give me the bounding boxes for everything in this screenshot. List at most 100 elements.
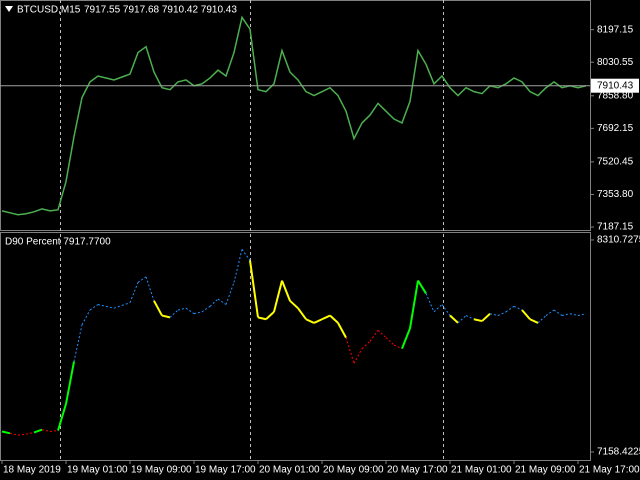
indicator-segment (73, 324, 83, 362)
indicator-segment (273, 280, 283, 313)
indicator-segment (513, 305, 523, 311)
indicator-segment (473, 318, 483, 323)
last-price-label: 7910.43 (597, 80, 634, 91)
indicator-segment (297, 307, 307, 320)
indicator-segment (385, 337, 395, 346)
indicator-segment (329, 314, 339, 324)
indicator-segment (425, 293, 435, 313)
x-tick-label: 19 May 17:00 (195, 465, 256, 476)
indicator-segment (393, 344, 403, 350)
indicator-segment (161, 314, 171, 319)
indicator-segment (97, 304, 107, 307)
price-line (1, 15, 587, 216)
y-tick-label: 8030.55 (597, 57, 634, 68)
indicator-segment (489, 313, 499, 317)
y-tick-label: 8310.7275 (597, 235, 640, 246)
indicator-segment (25, 431, 35, 435)
indicator-segment (569, 313, 579, 317)
indicator-segment (577, 313, 587, 317)
indicator-segment (121, 302, 131, 306)
last-price-box (591, 78, 639, 93)
x-tick-label: 19 May 01:00 (67, 465, 128, 476)
indicator-segment (217, 298, 227, 305)
y-tick-label: 7187.15 (597, 222, 634, 233)
indicator-segment (545, 309, 555, 316)
indicator-segment (105, 305, 115, 309)
indicator-segment (137, 276, 147, 283)
indicator-segment (153, 300, 163, 317)
indicator-segment (537, 315, 547, 324)
indicator-segment (497, 311, 507, 316)
indicator-segment (169, 309, 179, 318)
indicator-segment (113, 304, 123, 309)
indicator-segment (553, 309, 563, 316)
indicator-segment (185, 307, 195, 315)
indicator-segment (1, 430, 11, 435)
indicator-segment (33, 428, 43, 434)
x-tick-label: 21 May 01:00 (451, 465, 512, 476)
indicator-segment (57, 403, 67, 431)
price-panel (0, 0, 591, 231)
indicator-segment (49, 430, 59, 432)
indicator-segment (201, 305, 211, 313)
symbol-arrow (5, 6, 13, 12)
symbol-title: BTCUSD,M15 (17, 5, 81, 16)
indicator-segment (193, 311, 203, 315)
x-tick-label: 20 May 01:00 (259, 465, 320, 476)
indicator-segment (457, 315, 467, 324)
indicator-segment (9, 432, 19, 436)
indicator-segment (65, 361, 75, 405)
ohlc-values: 7917.55 7917.68 7910.42 7910.43 (84, 5, 237, 16)
indicator-segment (417, 280, 427, 294)
indicator-panel (0, 232, 591, 461)
indicator-segment (281, 280, 291, 302)
indicator-segment (321, 314, 331, 321)
indicator-segment (233, 249, 243, 283)
x-tick-label: 20 May 09:00 (323, 465, 384, 476)
indicator-segment (289, 300, 299, 309)
indicator-segment (241, 249, 251, 261)
x-tick-label: 19 May 09:00 (131, 465, 192, 476)
indicator-segment (81, 309, 91, 325)
indicator-segment (449, 314, 459, 324)
indicator-segment (129, 282, 139, 303)
indicator-segment (17, 433, 27, 436)
indicator-title: D90 Percent 7917.7700 (5, 237, 111, 248)
indicator-segment (409, 280, 419, 329)
indicator-segment (361, 340, 371, 350)
y-tick-label: 7353.80 (597, 189, 634, 200)
indicator-segment (561, 313, 571, 317)
y-tick-label: 7520.45 (597, 157, 634, 168)
indicator-segment (521, 309, 531, 320)
indicator-segment (337, 322, 347, 339)
y-tick-label: 8197.15 (597, 24, 634, 35)
y-tick-label: 7692.15 (597, 123, 634, 134)
y-tick-label: 7858.80 (597, 90, 634, 101)
x-tick-label: 18 May 2019 (3, 465, 61, 476)
indicator-segment (353, 348, 363, 364)
y-tick-label: 7158.4225 (597, 447, 640, 458)
indicator-segment (209, 298, 219, 307)
indicator-segment (225, 282, 235, 305)
indicator-segment (505, 305, 515, 313)
indicator-segment (249, 260, 259, 318)
indicator-segment (529, 318, 539, 324)
indicator-segment (369, 329, 379, 342)
indicator-segment (481, 312, 491, 322)
x-tick-label: 20 May 17:00 (387, 465, 448, 476)
x-tick-label: 21 May 09:00 (515, 465, 576, 476)
indicator-segment (145, 276, 155, 301)
indicator-segment (313, 318, 323, 324)
indicator-segment (433, 304, 443, 313)
indicator-segment (257, 316, 267, 321)
indicator-segment (41, 429, 51, 432)
indicator-segment (377, 329, 387, 338)
indicator-segment (401, 328, 411, 350)
indicator-segment (345, 337, 355, 364)
day-separators (60, 0, 444, 460)
indicator-segment (305, 318, 315, 324)
indicator-segment (89, 304, 99, 311)
indicator-segment (465, 315, 475, 320)
x-tick-label: 21 May 17:00 (579, 465, 640, 476)
